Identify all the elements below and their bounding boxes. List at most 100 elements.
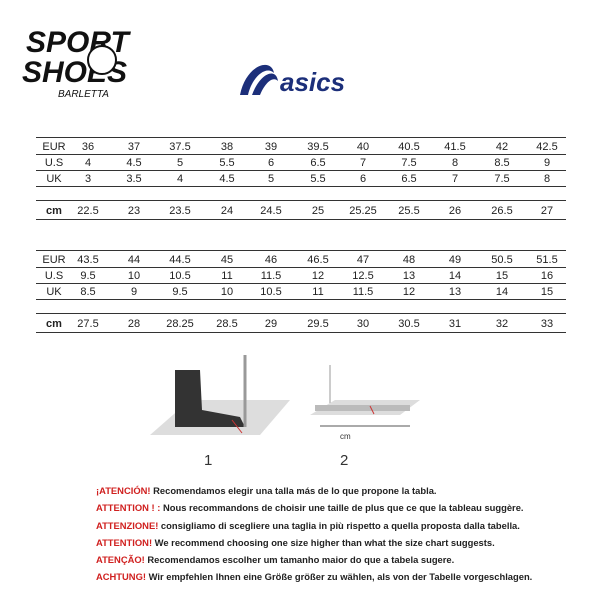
size-cell: 6.5 — [401, 173, 417, 185]
table-row-cm: cm 27.5 28 28.25 28.5 29 29.5 30 30.5 31 32 33 — [36, 316, 566, 332]
size-cell: 8.5 — [494, 157, 510, 169]
size-cell: 41.5 — [444, 141, 466, 153]
size-cell: 26.5 — [491, 205, 513, 217]
size-cell: 40 — [356, 141, 370, 153]
table-rule — [36, 250, 566, 251]
table-row-uk: UK 3 3.5 4 4.5 5 5.5 6 6.5 7 7.5 8 — [36, 171, 566, 187]
row-label: U.S — [44, 270, 64, 282]
size-cell: 14 — [448, 270, 462, 282]
asics-logo: asics — [240, 64, 345, 97]
warning-en: ATTENTION! We recommend choosing one siz… — [96, 534, 532, 551]
size-cell: 7.5 — [494, 173, 510, 185]
size-cell: 12 — [402, 286, 416, 298]
size-cell: 39.5 — [307, 141, 329, 153]
row-label: EUR — [42, 141, 66, 153]
table-row-uk: UK 8.5 9 9.5 10 10.5 11 11.5 12 13 14 15 — [36, 284, 566, 300]
size-cell: 13 — [402, 270, 416, 282]
size-cell: 7.5 — [401, 157, 417, 169]
foot-measure-illustration — [150, 355, 290, 435]
size-cell: 24.5 — [260, 205, 282, 217]
size-cell: 29 — [264, 318, 278, 330]
size-cell: 36 — [81, 141, 95, 153]
row-label: UK — [46, 286, 62, 298]
size-cell: 12.5 — [352, 270, 374, 282]
size-cell: 22.5 — [77, 205, 99, 217]
warning-text: Recomendamos escolher um tamanho maior d… — [144, 554, 455, 566]
warning-label: ACHTUNG! — [96, 571, 146, 583]
size-cell: 10 — [127, 270, 141, 282]
size-cell: 42 — [495, 141, 509, 153]
size-cell: 28.25 — [166, 318, 194, 330]
svg-text:asics: asics — [280, 67, 345, 97]
size-cell: 31 — [448, 318, 462, 330]
cm-unit-label: cm — [340, 432, 351, 441]
size-cell: 9 — [130, 286, 138, 298]
row-label: cm — [46, 205, 62, 217]
size-cell: 27.5 — [77, 318, 99, 330]
size-cell: 7 — [451, 173, 459, 185]
size-cell: 7 — [359, 157, 367, 169]
table-rule — [36, 332, 566, 333]
size-cell: 28 — [127, 318, 141, 330]
table-row-us: U.S 4 4.5 5 5.5 6 6.5 7 7.5 8 8.5 9 — [36, 155, 566, 171]
table-rule — [36, 313, 566, 314]
size-cell: 47 — [356, 254, 370, 266]
size-cell: 3 — [84, 173, 92, 185]
size-cell: 5.5 — [310, 173, 326, 185]
size-cell: 27 — [540, 205, 554, 217]
size-cell: 15 — [540, 286, 554, 298]
table-row-us: U.S 9.5 10 10.5 11 11.5 12 12.5 13 14 15 16 — [36, 268, 566, 284]
warning-text: Recomendamos elegir una talla más de lo … — [150, 485, 437, 496]
size-cell: 4.5 — [219, 173, 235, 185]
size-cell: 46.5 — [307, 254, 329, 266]
size-cell: 4.5 — [126, 157, 142, 169]
size-cell: 32 — [495, 318, 509, 330]
warning-label: ATTENTION ! : — [96, 502, 161, 514]
warning-text: consigliamo di scegliere una taglia in p… — [158, 519, 520, 531]
warning-text: We recommend choosing one size higher th… — [152, 536, 495, 548]
size-cell: 50.5 — [491, 254, 513, 266]
table-rule — [36, 186, 566, 187]
size-cell: 45 — [220, 254, 234, 266]
size-cell: 30.5 — [398, 318, 420, 330]
size-cell: 8.5 — [80, 286, 96, 298]
ruler-measure-illustration — [310, 365, 420, 427]
size-cell: 39 — [264, 141, 278, 153]
warning-it: ATTENZIONE! consigliamo di scegliere una… — [96, 517, 532, 534]
size-cell: 25 — [311, 205, 325, 217]
row-label: cm — [46, 318, 62, 330]
size-cell: 10 — [220, 286, 234, 298]
size-cell: 11.5 — [352, 286, 374, 298]
size-cell: 42.5 — [536, 141, 558, 153]
size-cell: 5 — [176, 157, 184, 169]
size-cell: 40.5 — [398, 141, 420, 153]
size-cell: 23 — [127, 205, 141, 217]
table-rule — [36, 170, 566, 171]
size-cell: 30 — [356, 318, 370, 330]
table-rule — [36, 219, 566, 220]
size-cell: 5.5 — [219, 157, 235, 169]
warning-text: Nous recommandons de choisir une taille … — [160, 502, 524, 514]
size-cell: 4 — [84, 157, 92, 169]
size-cell: 8 — [451, 157, 459, 169]
warning-de: ACHTUNG! Wir empfehlen Ihnen eine Größe … — [96, 568, 532, 585]
size-cell: 10.5 — [169, 270, 191, 282]
size-cell: 43.5 — [77, 254, 99, 266]
row-label: EUR — [42, 254, 66, 266]
size-cell: 26 — [448, 205, 462, 217]
sport-shoes-logo: SPORT SHOES BARLETTA — [22, 26, 131, 100]
size-warnings: ¡ATENCIÓN! Recomendamos elegir una talla… — [96, 482, 532, 586]
size-cell: 3.5 — [126, 173, 142, 185]
size-cell: 9 — [543, 157, 551, 169]
size-cell: 6 — [267, 157, 275, 169]
warning-label: ATTENTION! — [96, 536, 153, 548]
size-cell: 6 — [359, 173, 367, 185]
size-cell: 9.5 — [172, 286, 188, 298]
step-2-label: 2 — [340, 452, 349, 469]
size-cell: 44 — [127, 254, 141, 266]
size-cell: 28.5 — [216, 318, 238, 330]
size-cell: 9.5 — [80, 270, 96, 282]
size-cell: 23.5 — [169, 205, 191, 217]
table-rule — [36, 137, 566, 138]
